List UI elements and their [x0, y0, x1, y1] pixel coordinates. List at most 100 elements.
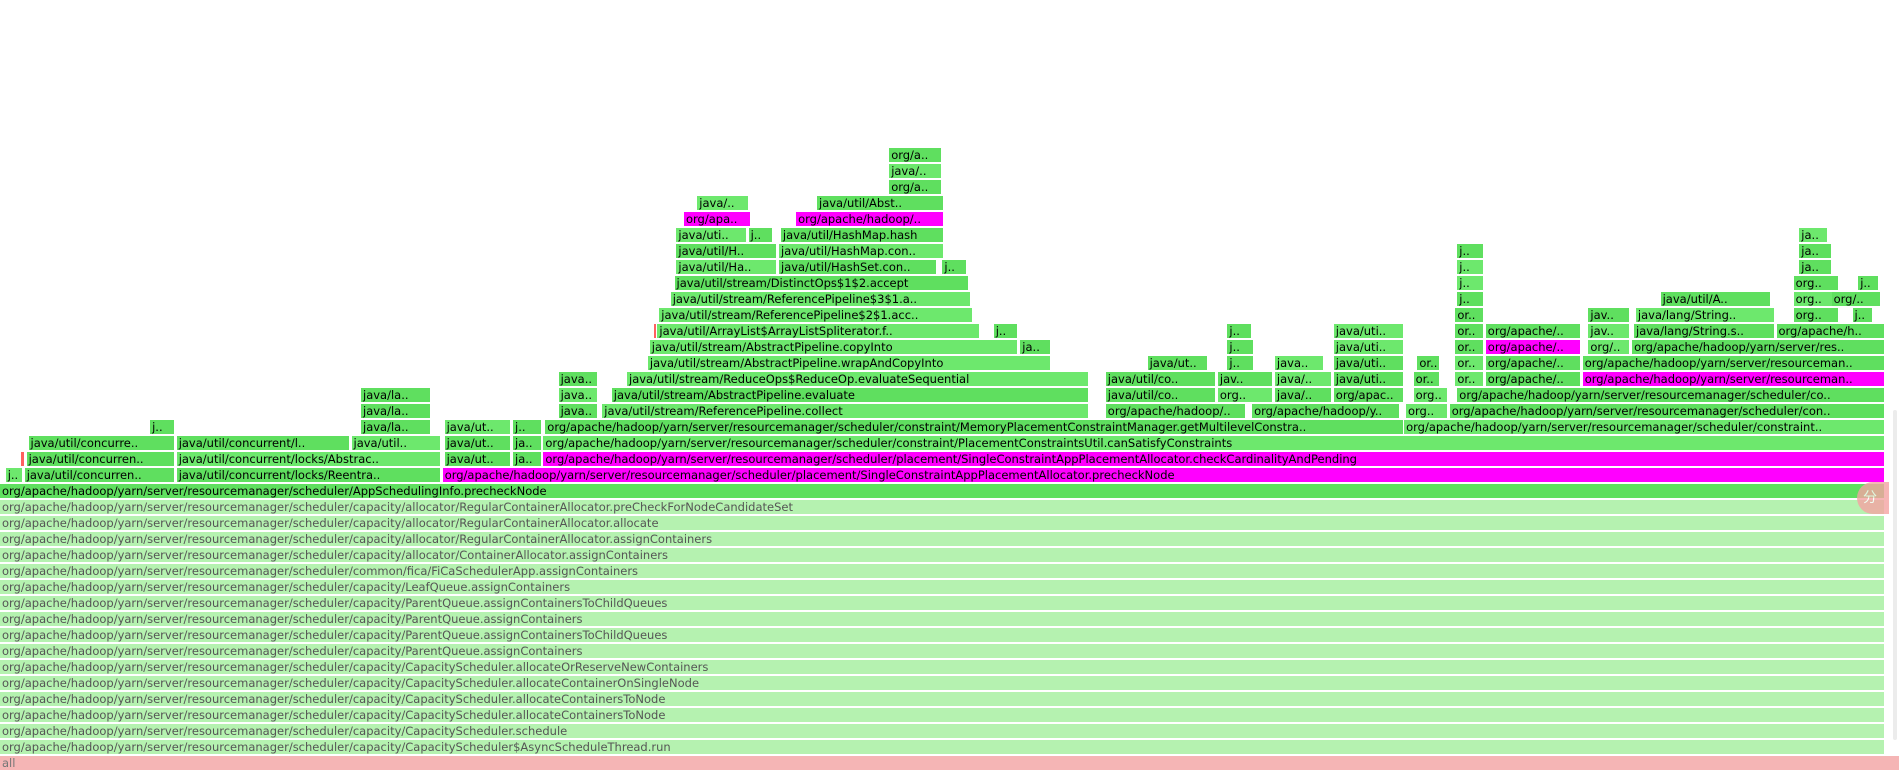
stack-frame[interactable]: org/apache/h..	[1776, 324, 1885, 339]
stack-frame[interactable]: or..	[1413, 372, 1441, 387]
stack-frame[interactable]: org/apache/hadoop/..	[1105, 404, 1247, 419]
stack-frame[interactable]: org/apache/hadoop/yarn/server/resourcema…	[545, 420, 1405, 435]
stack-frame[interactable]: org..	[1413, 388, 1448, 403]
stack-frame[interactable]: java/util/stream/DistinctOps$1$2.accept	[674, 276, 969, 291]
stack-frame[interactable]: java/lang/String.s..	[1634, 324, 1775, 339]
stack-frame[interactable]: org/apache/hadoop/yarn/server/resourcema…	[1582, 356, 1885, 371]
stack-frame[interactable]: java/util/HashMap.con..	[779, 244, 945, 259]
stack-frame[interactable]: org/apache/hadoop/..	[796, 212, 945, 227]
stack-frame[interactable]: java/la..	[361, 404, 432, 419]
stack-frame[interactable]: org/apache/hadoop/yarn/server/resourcema…	[543, 452, 1885, 467]
stack-frame[interactable]: org/apache/hadoop/yarn/server/resourcema…	[0, 548, 1885, 563]
stack-frame[interactable]: org/a..	[889, 148, 943, 163]
stack-frame[interactable]: java/util/stream/ReferencePipeline$2$1.a…	[659, 308, 973, 323]
stack-frame[interactable]: java/uti..	[1333, 372, 1405, 387]
stack-frame[interactable]: java/util/concurrent/l..	[176, 436, 350, 451]
stack-frame[interactable]: org..	[1793, 292, 1840, 307]
stack-frame[interactable]: j..	[942, 260, 968, 275]
stack-frame[interactable]: java/util/concurren..	[26, 452, 175, 467]
stack-frame[interactable]: java..	[1274, 356, 1325, 371]
stack-frame[interactable]: ja..	[1799, 228, 1828, 243]
translate-side-button[interactable]: 分	[1857, 482, 1889, 514]
stack-frame[interactable]: or..	[1455, 356, 1484, 371]
stack-frame[interactable]: java/lang/String..	[1635, 308, 1775, 323]
stack-frame[interactable]: org/apache/hadoop/yarn/server/resourcema…	[1582, 372, 1885, 387]
stack-frame[interactable]: java/util/HashMap.hash	[780, 228, 945, 243]
stack-frame[interactable]: java/ut..	[444, 452, 512, 467]
stack-frame[interactable]: or..	[1417, 356, 1441, 371]
stack-frame[interactable]: org/apache/hadoop/yarn/server/resourcema…	[442, 468, 1885, 483]
stack-frame[interactable]: java..	[558, 404, 599, 419]
stack-frame[interactable]: org/apache/hadoop/yarn/server/resourcema…	[0, 516, 1885, 531]
stack-frame[interactable]: java/ut..	[1147, 356, 1209, 371]
stack-frame[interactable]: or..	[1455, 340, 1484, 355]
stack-frame[interactable]: or..	[1455, 324, 1484, 339]
stack-frame[interactable]: j..	[513, 420, 542, 435]
stack-frame[interactable]: org/apache/hadoop/yarn/server/resourcema…	[0, 660, 1885, 675]
stack-frame[interactable]: j..	[1227, 340, 1254, 355]
stack-frame[interactable]: j..	[1227, 356, 1254, 371]
stack-frame[interactable]: java/util/co..	[1105, 372, 1216, 387]
stack-frame[interactable]: java/util/concurren..	[24, 468, 175, 483]
stack-frame[interactable]: org/apache/hadoop/yarn/server/resourcema…	[1449, 404, 1885, 419]
stack-frame[interactable]: org/apache/hadoop/yarn/server/res..	[1632, 340, 1885, 355]
stack-frame[interactable]: org..	[1217, 388, 1273, 403]
stack-frame[interactable]: or..	[1455, 372, 1484, 387]
stack-frame[interactable]: org/apache/hadoop/yarn/server/resourcema…	[0, 644, 1885, 659]
stack-frame[interactable]	[653, 324, 658, 339]
stack-frame[interactable]: java/uti..	[676, 228, 747, 243]
stack-frame[interactable]: j..	[748, 228, 774, 243]
stack-frame[interactable]: org/..	[1588, 340, 1631, 355]
stack-frame[interactable]: org/apache/hadoop/yarn/server/resourcema…	[0, 596, 1885, 611]
stack-frame[interactable]: org/apa..	[684, 212, 751, 227]
stack-frame[interactable]: org/apache/hadoop/yarn/server/resourcema…	[0, 612, 1885, 627]
stack-frame[interactable]: java/uti..	[1333, 356, 1405, 371]
stack-frame[interactable]: jav..	[1588, 324, 1631, 339]
stack-frame[interactable]: ja..	[1799, 244, 1832, 259]
stack-frame[interactable]: java/util/stream/AbstractPipeline.wrapAn…	[647, 356, 1051, 371]
stack-frame[interactable]: org/..	[1831, 292, 1881, 307]
stack-frame[interactable]: j..	[1457, 244, 1484, 259]
stack-frame[interactable]: org/apache/hadoop/y..	[1252, 404, 1401, 419]
stack-frame[interactable]: java/util/concurrent/locks/Abstrac..	[176, 452, 441, 467]
stack-frame[interactable]: org/apache/hadoop/yarn/server/resourcema…	[0, 580, 1885, 595]
stack-frame[interactable]: j..	[993, 324, 1019, 339]
stack-frame[interactable]: j..	[1227, 324, 1253, 339]
stack-frame[interactable]: java/util..	[351, 436, 441, 451]
stack-frame[interactable]: java/util/stream/ReferencePipeline$3$1.a…	[670, 292, 971, 307]
stack-frame[interactable]: java/la..	[361, 388, 432, 403]
stack-frame[interactable]: ja..	[1020, 340, 1051, 355]
stack-frame[interactable]: j..	[1457, 292, 1484, 307]
stack-frame[interactable]: java/..	[697, 196, 749, 211]
stack-frame[interactable]: org/apache/hadoop/yarn/server/resourcema…	[0, 628, 1885, 643]
stack-frame[interactable]: j..	[1457, 276, 1484, 291]
stack-frame[interactable]: or..	[1455, 308, 1484, 323]
stack-frame[interactable]: java/util/Abst..	[817, 196, 945, 211]
stack-frame[interactable]: java/uti..	[1333, 324, 1405, 339]
stack-frame[interactable]: org/apache/..	[1485, 340, 1581, 355]
stack-frame[interactable]: j..	[5, 468, 23, 483]
stack-frame[interactable]: org/apache/..	[1485, 324, 1581, 339]
stack-frame[interactable]: j..	[1457, 260, 1484, 275]
stack-frame[interactable]: java/ut..	[444, 436, 512, 451]
stack-frame[interactable]: org/apache/hadoop/yarn/server/resourcema…	[0, 676, 1885, 691]
stack-frame[interactable]: java/uti..	[1333, 340, 1405, 355]
stack-frame[interactable]: jav..	[1217, 372, 1273, 387]
stack-frame[interactable]: ja..	[513, 452, 542, 467]
stack-frame[interactable]: org/apache/hadoop/yarn/server/resourcema…	[0, 724, 1885, 739]
stack-frame[interactable]: java/..	[1274, 388, 1332, 403]
stack-frame[interactable]: org/apache/..	[1485, 372, 1581, 387]
stack-frame[interactable]: java/util/HashSet.con..	[779, 260, 937, 275]
stack-frame[interactable]: java/la..	[361, 420, 432, 435]
stack-frame[interactable]: java..	[558, 372, 599, 387]
stack-frame[interactable]: java/..	[889, 164, 943, 179]
stack-frame[interactable]: java/util/stream/ReduceOps$ReduceOp.eval…	[627, 372, 1089, 387]
stack-frame[interactable]: org/apache/..	[1485, 356, 1581, 371]
stack-frame[interactable]: org..	[1793, 308, 1840, 323]
stack-frame[interactable]: java/ut..	[444, 420, 512, 435]
stack-frame[interactable]: org/apache/hadoop/yarn/server/resourcema…	[1404, 420, 1885, 435]
stack-frame[interactable]: j..	[150, 420, 175, 435]
stack-frame[interactable]: org/apache/hadoop/yarn/server/resourcema…	[0, 692, 1885, 707]
stack-frame[interactable]: java/util/stream/AbstractPipeline.evalua…	[611, 388, 1089, 403]
scrollbar[interactable]	[1893, 410, 1897, 740]
